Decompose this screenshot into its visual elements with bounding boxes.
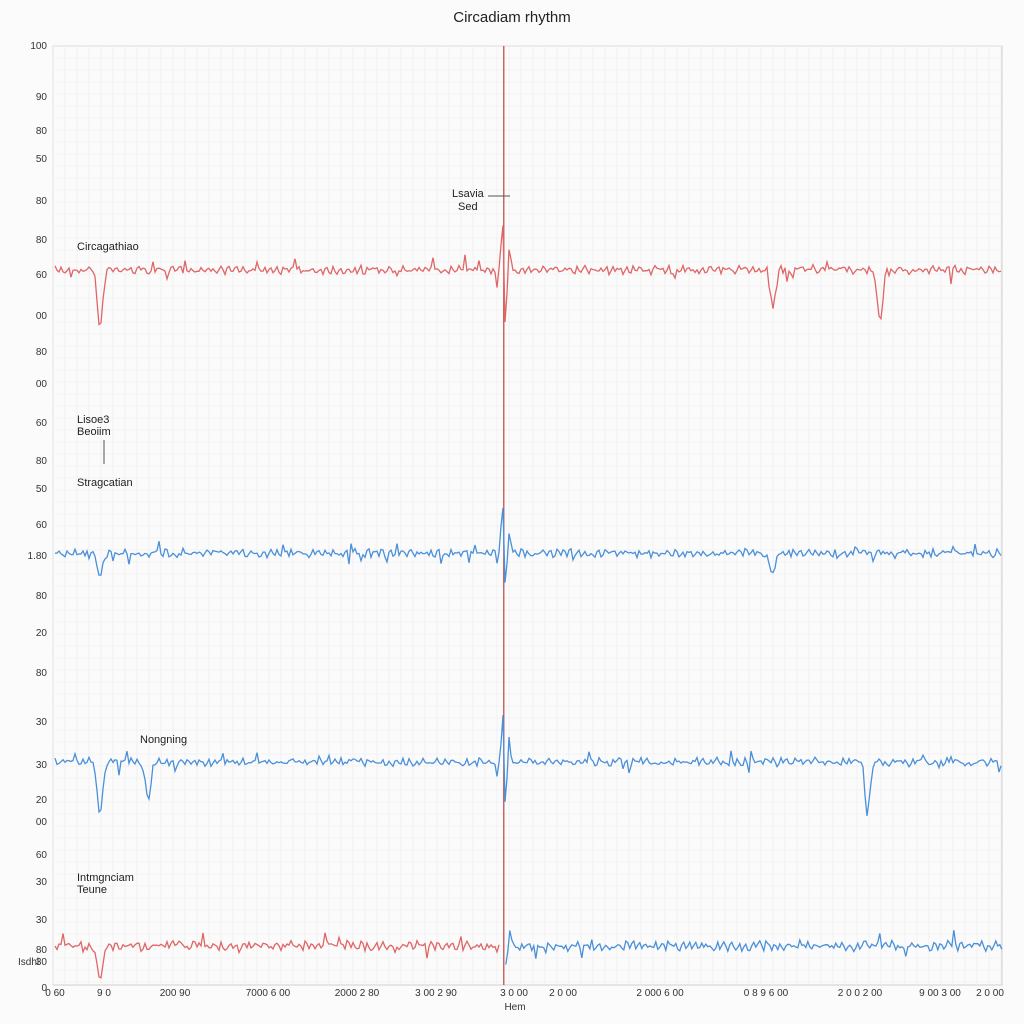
x-tick-label: 3 00 2 90 <box>415 988 457 999</box>
y-axis-ticks: 100908050808060008000608050601.808020803… <box>28 41 48 994</box>
y-tick-label: 00 <box>36 817 48 828</box>
series-2-note-line1: Lisoe3 <box>77 414 109 426</box>
series-3-label: Nongning <box>140 734 187 746</box>
y-tick-label: 20 <box>36 628 48 639</box>
y-tick-label: 80 <box>36 668 48 679</box>
y-tick-label: 80 <box>36 196 48 207</box>
y-tick-label: 80 <box>36 235 48 246</box>
y-tick-label: 00 <box>36 379 48 390</box>
x-tick-label: 200 90 <box>160 988 191 999</box>
x-tick-label: 9 0 <box>97 988 111 999</box>
x-tick-label: 0 60 <box>45 988 65 999</box>
y-tick-label: 30 <box>36 915 48 926</box>
peak-annotation-line1: Lsavia <box>452 188 485 200</box>
y-tick-label: 80 <box>36 126 48 137</box>
series-4-line-red <box>54 932 500 979</box>
x-tick-label: 2 0 00 <box>549 988 577 999</box>
x-axis-label: Hem <box>504 1002 525 1013</box>
y-tick-label: 30 <box>36 957 48 968</box>
grid <box>52 45 1003 986</box>
series-3-line <box>54 715 1002 816</box>
y-tick-label: 20 <box>36 795 48 806</box>
x-tick-label: 2000 2 80 <box>335 988 380 999</box>
y-tick-label: 60 <box>36 418 48 429</box>
series-4-label-line1: Intmgnciam <box>77 872 134 884</box>
y-tick-label: 80 <box>36 347 48 358</box>
x-tick-label: 2 0 00 <box>976 988 1004 999</box>
peak-annotation-line2: Sed <box>458 201 478 213</box>
x-tick-label: 0 8 9 6 00 <box>744 988 789 999</box>
y-tick-label: 1.80 <box>28 551 48 562</box>
y-tick-label: 80 <box>36 591 48 602</box>
x-tick-label: 3 0 00 <box>500 988 528 999</box>
y-tick-label: 50 <box>36 484 48 495</box>
y-tick-label: 00 <box>36 311 48 322</box>
series-group <box>54 225 1003 979</box>
y-tick-label: 30 <box>36 877 48 888</box>
series-4-line-blue <box>505 930 1003 965</box>
y-tick-label: 80 <box>36 945 48 956</box>
series-4-label-line2: Teune <box>77 884 107 896</box>
y-tick-label: 0 <box>41 983 47 994</box>
chart-title: Circadiam rhythm <box>453 9 571 26</box>
x-axis-ticks: 0 60 9 0 200 90 7000 6 00 2000 2 80 3 00 2 90… <box>45 988 1004 999</box>
y-tick-label: 100 <box>30 41 47 52</box>
plot-frame <box>52 45 1003 986</box>
series-1-label: Circagathiao <box>77 241 139 253</box>
x-tick-label: 2 0 0 2 00 <box>838 988 883 999</box>
series-2-note-line2: Beoiim <box>77 426 111 438</box>
series-2-line <box>54 507 1002 583</box>
y-tick-label: 30 <box>36 717 48 728</box>
series-2-label: Stragcatian <box>77 477 133 489</box>
x-tick-label: 7000 6 00 <box>246 988 291 999</box>
y-tick-label: 50 <box>36 154 48 165</box>
y-tick-label: 60 <box>36 520 48 531</box>
y-tick-label: 30 <box>36 760 48 771</box>
y-tick-label: 90 <box>36 92 48 103</box>
x-tick-label: 9 00 3 00 <box>919 988 961 999</box>
y-tick-label: 80 <box>36 456 48 467</box>
annotations: Lsavia Sed Circagathiao Lisoe3 Beoiim St… <box>18 188 510 968</box>
series-1-line <box>54 225 1002 326</box>
left-note: Isdhl <box>18 957 39 968</box>
x-tick-label: 2 000 6 00 <box>636 988 684 999</box>
y-tick-label: 60 <box>36 270 48 281</box>
y-tick-label: 60 <box>36 850 48 861</box>
